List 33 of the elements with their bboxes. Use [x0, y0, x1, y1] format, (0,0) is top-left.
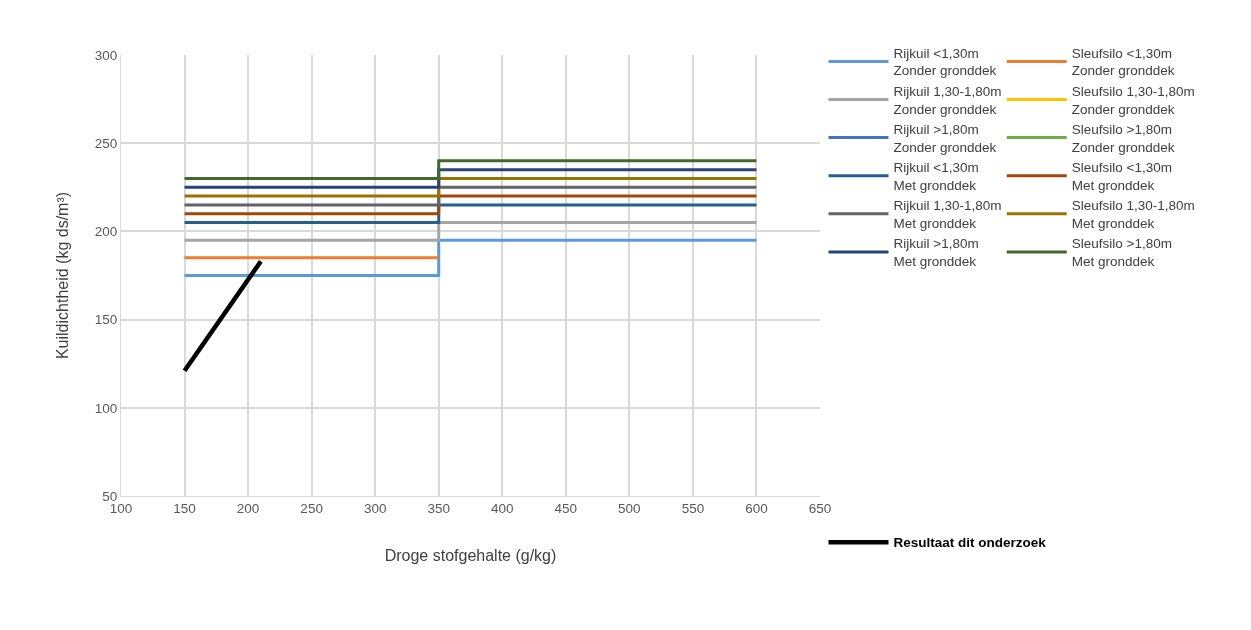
- x-tick-label: 100: [109, 501, 133, 517]
- legend-label: Rijkuil <1,30m Met gronddek: [893, 160, 979, 193]
- legend-label: Sleufsilo 1,30-1,80m Zonder gronddek: [1071, 84, 1195, 117]
- legend-label: Sleufsilo >1,80m Zonder gronddek: [1071, 122, 1175, 155]
- legend-label: Resultaat dit onderzoek: [893, 535, 1047, 551]
- legend-label: Rijkuil <1,30m Zonder gronddek: [893, 45, 997, 79]
- x-tick-label: 250: [300, 501, 323, 517]
- legend-label: Sleufsilo >1,80m Met gronddek: [1071, 236, 1172, 269]
- y-tick-label: 250: [94, 135, 118, 151]
- legend-label: Sleufsilo <1,30m Met gronddek: [1071, 160, 1172, 193]
- legend-label: Rijkuil 1,30-1,80m Met gronddek: [893, 198, 1002, 231]
- legend-label: Rijkuil 1,30-1,80m Zonder gronddek: [893, 84, 1002, 117]
- y-tick-label: 200: [94, 224, 118, 240]
- legend-label: Rijkuil >1,80m Met gronddek: [893, 236, 979, 269]
- y-tick-label: 50: [102, 488, 118, 504]
- x-axis-title: Droge stofgehalte (g/kg): [384, 546, 557, 564]
- legend-label: Sleufsilo <1,30m Zonder gronddek: [1071, 45, 1175, 79]
- legend-label: Rijkuil >1,80m Zonder gronddek: [893, 122, 997, 155]
- x-tick-label: 450: [554, 501, 578, 517]
- x-tick-label: 650: [808, 501, 832, 517]
- x-tick-label: 550: [681, 501, 705, 517]
- y-tick-label: 300: [94, 47, 118, 63]
- y-tick-label: 150: [94, 312, 118, 328]
- y-axis-title: Kuildichtheid (kg ds/m³): [53, 191, 71, 360]
- x-tick-label: 200: [236, 501, 260, 517]
- x-tick-label: 300: [363, 501, 387, 517]
- x-tick-label: 150: [173, 501, 196, 517]
- x-tick-label: 500: [618, 501, 641, 517]
- y-tick-label: 100: [94, 400, 118, 416]
- x-tick-label: 600: [745, 501, 768, 517]
- x-tick-label: 400: [491, 501, 514, 517]
- x-tick-label: 350: [427, 501, 450, 517]
- legend-label: Sleufsilo 1,30-1,80m Met gronddek: [1071, 198, 1195, 231]
